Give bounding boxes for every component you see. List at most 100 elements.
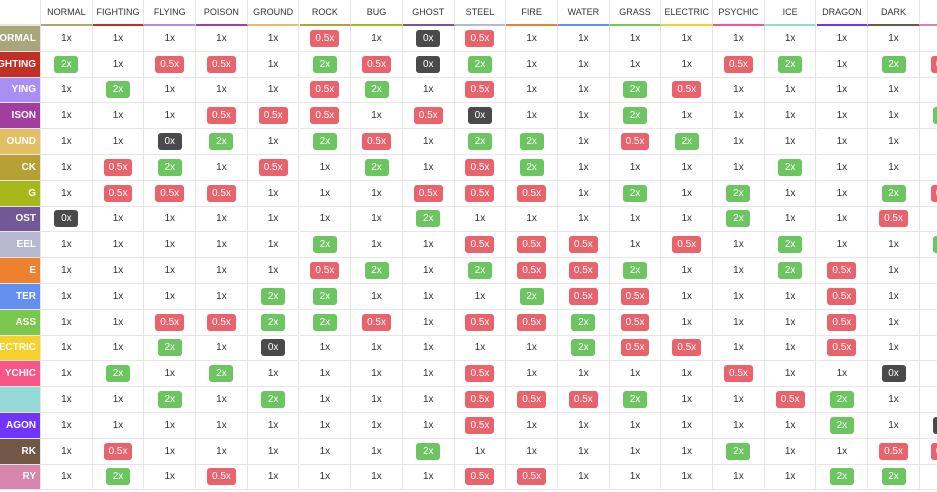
effect-value: 1x <box>267 445 279 457</box>
effect-cell: 1x <box>247 26 300 52</box>
effect-cell: 1x <box>661 284 714 310</box>
effect-value: 0.5x <box>206 184 236 202</box>
effect-cell: 1x <box>816 103 869 130</box>
effect-value: 0.5x <box>568 287 598 305</box>
effect-value: 0.5x <box>517 262 547 280</box>
effect-cell: 1x <box>247 77 300 104</box>
effect-cell: 1x <box>196 232 248 259</box>
effect-cell: 2x <box>506 129 558 155</box>
effect-value: 0.5x <box>930 184 937 202</box>
effect-cell: 0.5x <box>196 103 248 130</box>
effect-cell: 1x <box>764 284 817 310</box>
effect-value: 1x <box>578 84 589 96</box>
effect-value: 1x <box>216 419 227 431</box>
effect-value: 2x <box>364 158 389 176</box>
effect-cell: 0.5x <box>764 387 817 413</box>
effect-cell: 1x <box>41 26 93 52</box>
effect-cell: 1x <box>868 309 920 336</box>
effect-cell: 1x <box>351 438 403 465</box>
effect-value: 1x <box>112 32 124 44</box>
effect-value: 1x <box>474 445 486 457</box>
effect-cell: 1x <box>868 103 920 130</box>
effect-value: 0.5x <box>413 184 443 202</box>
effect-cell: 1x <box>764 413 817 439</box>
effect-cell: 1x <box>351 284 403 310</box>
effect-cell: 0.5x <box>506 258 558 284</box>
effect-value: 1x <box>784 136 796 148</box>
effect-cell: 1x <box>92 413 145 439</box>
effect-cell: 1x <box>609 413 662 439</box>
effect-value: 0.5x <box>620 339 650 357</box>
effect-cell: 0x <box>454 103 507 130</box>
effect-cell: 1x <box>816 361 869 388</box>
effect-cell: 1x <box>764 438 817 465</box>
row-label: OST <box>0 206 41 233</box>
effect-cell: 1x <box>351 413 403 439</box>
effect-cell: 1x <box>713 464 765 491</box>
effect-value: 2x <box>571 313 596 331</box>
effect-value: 1x <box>319 394 331 406</box>
effect-value: 1x <box>371 471 382 483</box>
effect-cell: 1x <box>196 335 248 362</box>
effect-cell: 1x <box>868 155 920 181</box>
effect-cell: 1x <box>764 335 817 362</box>
effect-cell: 0.5x <box>454 361 507 388</box>
effect-cell: 1x <box>506 103 558 130</box>
effect-cell: 1x <box>454 438 507 465</box>
effect-cell: 1x <box>41 284 93 310</box>
effect-value: 1x <box>216 394 227 406</box>
effect-cell: 1x <box>816 232 869 259</box>
effect-cell: 2x <box>299 51 352 78</box>
effect-cell: 1x <box>402 232 455 259</box>
row-label: CK <box>0 155 41 181</box>
effect-cell: 0.5x <box>454 77 507 104</box>
effect-value: 1x <box>888 342 899 354</box>
effect-value: 1x <box>164 290 176 302</box>
effect-value: 2x <box>364 262 389 280</box>
effect-cell: 1x <box>713 335 765 362</box>
effect-cell: 1x <box>764 361 817 388</box>
effect-value: 1x <box>733 342 744 354</box>
effect-value: 1x <box>422 239 434 251</box>
effect-value: 0.5x <box>827 313 857 331</box>
effect-value: 0.5x <box>206 468 236 486</box>
effect-value: 2x <box>778 158 803 176</box>
effect-value: 2x <box>623 391 648 409</box>
column-header: PSYCHIC <box>713 0 765 26</box>
effect-value: 1x <box>888 265 899 277</box>
effect-cell: 0.5x <box>351 51 403 78</box>
effect-value: 2x <box>881 184 906 202</box>
effect-cell: 0.5x <box>558 284 610 310</box>
effect-cell: 1x <box>816 129 869 155</box>
effect-value: 0.5x <box>672 236 702 254</box>
effect-value: 2x <box>106 81 131 99</box>
effect-value: 1x <box>784 187 796 199</box>
effect-cell: 2x <box>713 180 765 207</box>
effect-value: 0.5x <box>310 81 340 99</box>
effect-value: 1x <box>112 110 124 122</box>
column-header: POISON <box>196 0 248 26</box>
effect-cell: 0.5x <box>558 387 610 413</box>
effect-value: 1x <box>629 471 641 483</box>
effect-cell: 1x <box>919 336 937 362</box>
effect-value: 0.5x <box>465 236 495 254</box>
effect-cell: 2x <box>609 258 662 284</box>
effect-cell: 1x <box>92 309 145 336</box>
effect-cell: 0.5x <box>402 103 455 130</box>
effect-cell: 0x <box>868 361 920 388</box>
effect-value: 1x <box>888 161 899 173</box>
effect-cell: 2x <box>919 232 937 259</box>
effect-value: 0x <box>54 210 79 228</box>
effect-cell: 0.5x <box>92 155 145 181</box>
effect-cell: 0.5x <box>506 180 558 207</box>
effect-cell: 1x <box>713 155 765 181</box>
effect-value: 1x <box>836 239 848 251</box>
effect-value: 1x <box>61 265 72 277</box>
effect-value: 0.5x <box>362 133 391 151</box>
effect-value: 1x <box>578 471 589 483</box>
effect-cell: 0.5x <box>196 51 248 78</box>
effect-cell: 1x <box>713 129 765 155</box>
effect-cell: 1x <box>609 51 662 78</box>
effect-value: 1x <box>371 368 382 380</box>
effect-cell: 2x <box>247 387 300 413</box>
